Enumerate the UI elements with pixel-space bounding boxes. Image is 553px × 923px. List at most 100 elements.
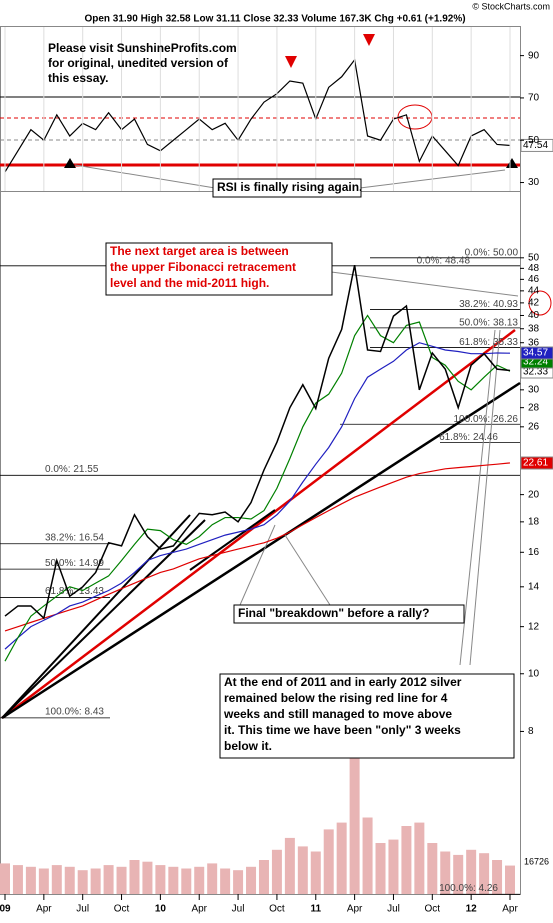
y-tick-label: 10 [528,668,540,679]
annotation: it. This time we have been "only" 3 week… [224,723,461,737]
y-tick-label: 28 [528,402,540,413]
arrow [285,56,297,68]
y-tick-label: 40 [528,310,540,321]
fib-label: 100.0%: 26.26 [454,414,519,425]
trend-line [1,381,521,720]
volume-bar [310,851,321,894]
arrow [363,34,375,46]
y-tick-label: 70 [528,93,540,104]
fib-label: 61.8%: 35.33 [459,337,518,348]
annotation: below it. [224,739,272,753]
volume-bar [51,865,62,894]
pointer [74,164,216,189]
volume-bar [258,860,269,894]
y-tick-label: 14 [528,581,540,592]
x-tick-label: Apr [36,904,52,915]
volume-bar [323,829,334,894]
annotation: weeks and still managed to move above [223,707,452,721]
volume-bar [492,860,503,894]
y-tick-label: 46 [528,274,540,285]
annotation: this essay. [48,71,108,85]
last-value-box [520,456,553,470]
volume-bar [453,854,464,894]
pointer [239,524,276,606]
x-tick-label: Oct [425,904,441,915]
volume-label: 16726 [524,856,549,866]
fib-label: 50.0%: 14.99 [45,558,104,569]
volume-bar [414,822,425,894]
x-tick-label: Jul [232,904,245,915]
volume-bar [349,749,360,894]
fib-label: 61.8%: 24.46 [439,432,498,443]
last-value-label: 47.54 [523,140,548,151]
pointer [284,534,331,606]
volume-bar [427,843,438,894]
annotation-box [233,604,465,624]
x-tick-label: Oct [269,904,285,915]
circle [528,290,552,316]
last-value-label: 32.24 [523,357,548,368]
moving-average [4,342,511,650]
y-tick-label: 42 [528,298,540,309]
markers [64,34,552,316]
volume-bar [375,843,386,894]
volume-bar [38,868,49,894]
fib-label: 0.0%: 21.55 [45,464,99,475]
annotation: Final "breakdown" before a rally? [238,606,429,620]
pointer [459,329,496,666]
volume-bar [505,865,515,894]
volume-bar [220,868,231,894]
y-tick-label: 38 [528,323,540,334]
x-tick-label: Oct [114,904,130,915]
x-tick-label: Jul [76,904,89,915]
volume-bar [194,866,205,894]
x-tick-label: 10 [155,904,167,915]
rsi-reference [0,96,520,167]
watermark: © StockCharts.com [472,1,550,11]
last-value-label: 32.33 [523,367,548,378]
y-tick-label: 30 [528,384,540,395]
pointer [299,267,519,297]
volume-bar [77,870,88,894]
volume-bar [271,849,282,894]
fib-label: 0.0%: 48.48 [417,255,471,266]
volume-bar [181,868,192,894]
moving-average [4,462,511,632]
annotation: Please visit SunshineProfits.com [48,41,237,55]
annotation: The next target area is between [110,244,289,258]
x-tick-label: Apr [347,904,363,915]
arrow [64,158,76,168]
last-value-box [520,346,553,360]
last-value-label: 34.57 [523,348,548,359]
y-tick-label: 50 [528,135,540,146]
pointer [469,329,501,666]
volume-bar [64,866,75,894]
fib-label: 38.2%: 16.54 [45,532,104,543]
last-value-box [520,138,553,152]
volume-bar [155,865,166,894]
volume-bar [129,860,140,894]
trend-line [1,329,516,719]
volume-bar [284,837,295,894]
y-tick-label: 18 [528,516,540,527]
volume-bar [12,865,23,894]
fib-label: 100.0%: 8.43 [45,707,104,718]
y-tick-label: 44 [528,285,540,296]
annotation: the upper Fibonacci retracement [110,260,296,274]
annotation: RSI is finally rising again. [217,180,362,194]
last-value-label: 22.61 [523,458,548,469]
volume-bar [246,866,257,894]
fib-label: 100.0%: 4.26 [439,883,498,894]
y-tick-label: 8 [528,726,534,737]
y-tick-label: 20 [528,489,540,500]
annotation-box [105,242,333,296]
x-tick-label: Jul [387,904,400,915]
volume-bar [336,822,347,894]
volume-bar [401,826,412,894]
volume-bar [233,870,244,894]
rsi-line [4,58,511,173]
volume-bar [440,851,451,894]
price-line [4,265,511,620]
